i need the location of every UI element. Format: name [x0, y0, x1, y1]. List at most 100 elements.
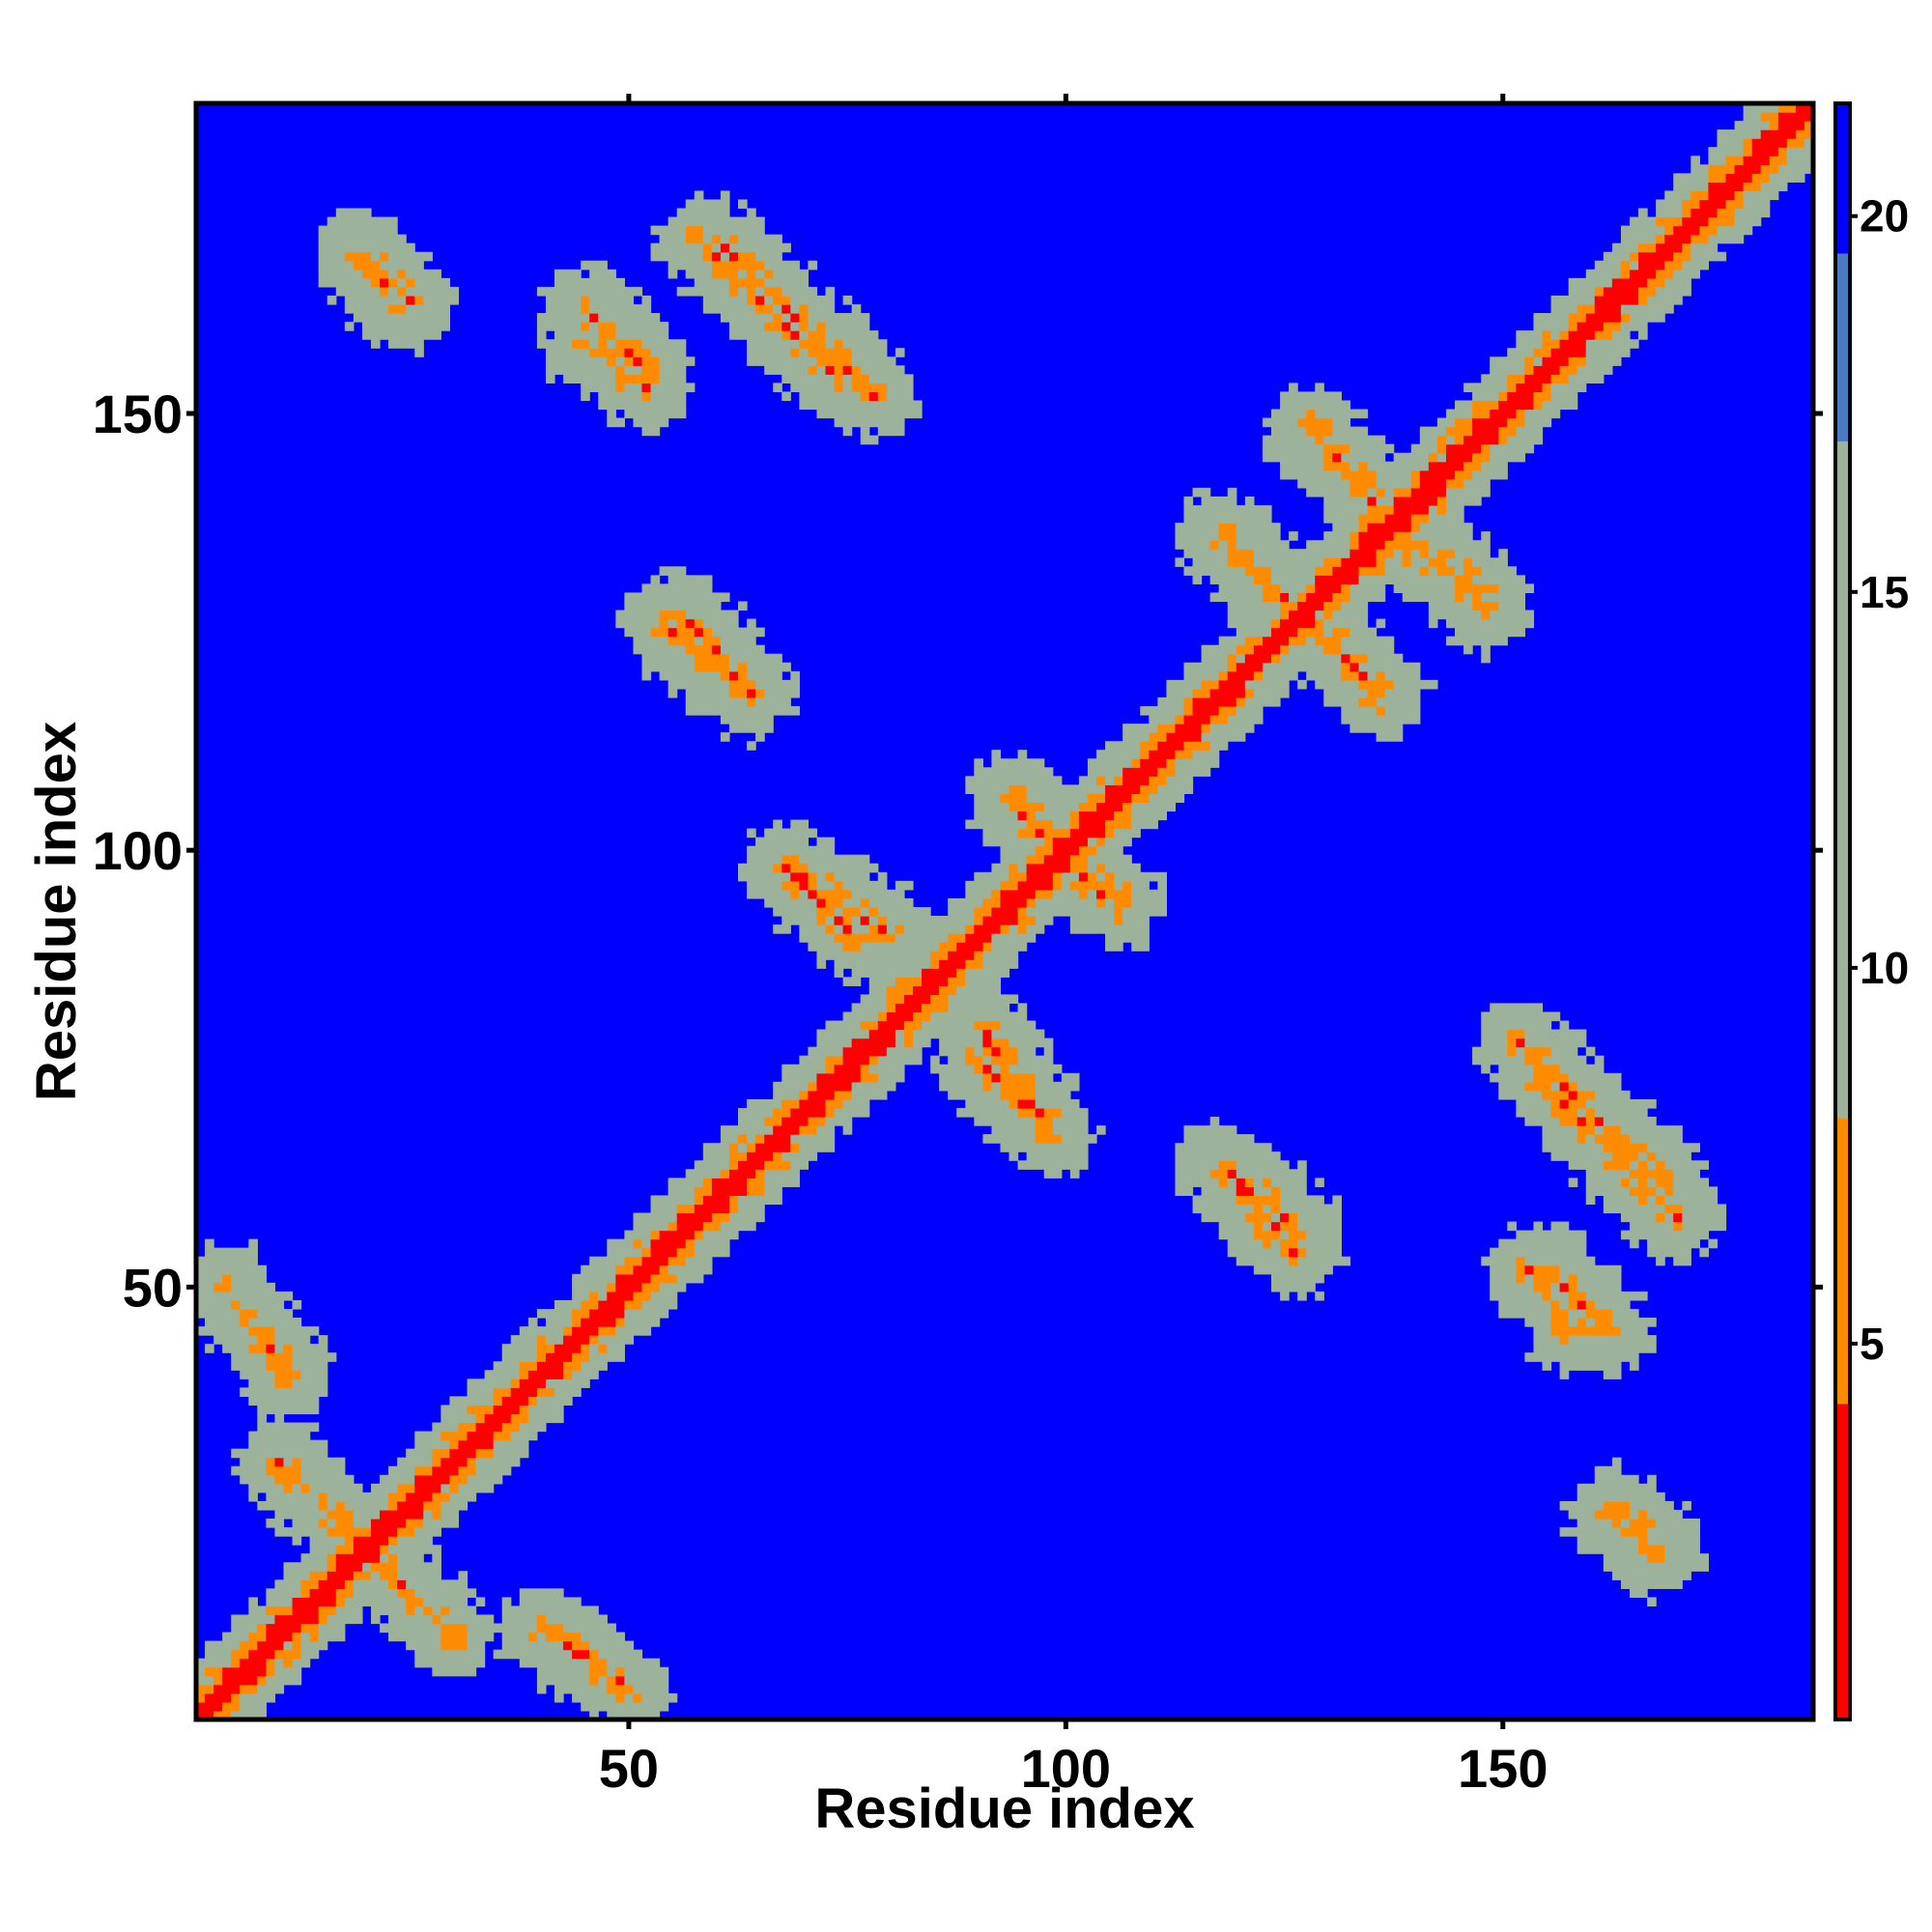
heatmap-cell [781, 1169, 791, 1179]
heatmap-cell [633, 1273, 643, 1284]
heatmap-cell [711, 303, 722, 314]
heatmap-cell [816, 942, 827, 952]
heatmap-cell [1481, 1055, 1491, 1065]
heatmap-cell [406, 1500, 415, 1511]
heatmap-cell [702, 575, 713, 584]
heatmap-cell [1227, 1125, 1237, 1135]
heatmap-cell [222, 1701, 232, 1712]
heatmap-cell [432, 1553, 441, 1563]
heatmap-cell [912, 1055, 923, 1065]
heatmap-cell [834, 1029, 844, 1039]
heatmap-cell [248, 1465, 258, 1476]
heatmap-cell [300, 1405, 311, 1415]
heatmap-cell [257, 1614, 267, 1625]
heatmap-cell [318, 277, 328, 288]
heatmap-cell [1244, 1238, 1255, 1249]
heatmap-cell [1410, 705, 1421, 716]
heatmap-cell [563, 1361, 573, 1371]
heatmap-cell [694, 1204, 704, 1214]
heatmap-cell [1297, 478, 1307, 489]
heatmap-cell [1393, 540, 1404, 550]
heatmap-cell [633, 356, 643, 366]
heatmap-cell [1315, 644, 1324, 655]
heatmap-cell [1052, 1064, 1063, 1074]
heatmap-cell [799, 383, 810, 393]
heatmap-cell [467, 1605, 477, 1616]
heatmap-cell [563, 356, 573, 366]
heatmap-cell [519, 1387, 529, 1397]
heatmap-cell [1472, 417, 1482, 428]
heatmap-cell [545, 1605, 555, 1616]
heatmap-cell [1140, 897, 1150, 908]
heatmap-cell [231, 1614, 241, 1625]
heatmap-cell [327, 1465, 337, 1476]
heatmap-cell [633, 1230, 643, 1240]
heatmap-cell [747, 854, 756, 865]
heatmap-cell [309, 1483, 320, 1493]
heatmap-cell [974, 1020, 983, 1031]
heatmap-cell [414, 1658, 424, 1668]
heatmap-cell [1043, 776, 1054, 785]
heatmap-cell [1323, 670, 1333, 681]
heatmap-cell [572, 269, 582, 279]
heatmap-cell [1445, 426, 1456, 437]
heatmap-cell [1306, 540, 1316, 550]
heatmap-cell [808, 1055, 818, 1065]
heatmap-cell [834, 933, 844, 943]
heatmap-cell [589, 1614, 599, 1625]
heatmap-cell [1419, 426, 1430, 437]
heatmap-cell [1332, 592, 1342, 603]
heatmap-cell [274, 1640, 285, 1651]
heatmap-cell [1280, 443, 1290, 454]
heatmap-cell [1253, 1169, 1264, 1179]
heatmap-cell [685, 688, 696, 698]
heatmap-cell [1201, 540, 1211, 550]
heatmap-cell [432, 1640, 441, 1651]
heatmap-cell [1253, 610, 1264, 620]
heatmap-cell [1069, 784, 1080, 795]
heatmap-cell [851, 356, 862, 366]
heatmap-cell [1078, 906, 1089, 917]
heatmap-cell [1201, 1143, 1211, 1152]
heatmap-cell [860, 409, 870, 419]
heatmap-cell [650, 1247, 661, 1258]
heatmap-cell [1096, 845, 1106, 856]
heatmap-cell [335, 225, 346, 236]
heatmap-cell [1341, 644, 1351, 655]
heatmap-cell [1410, 566, 1421, 576]
heatmap-cell [554, 313, 564, 323]
heatmap-cell [370, 339, 381, 349]
heatmap-cell [799, 269, 810, 279]
heatmap-cell [650, 242, 661, 253]
heatmap-cell [1384, 696, 1395, 707]
heatmap-cell [1183, 732, 1194, 742]
heatmap-cell [825, 339, 836, 349]
heatmap-cell [799, 889, 810, 899]
heatmap-cell [1244, 557, 1255, 567]
heatmap-cell [493, 1439, 503, 1450]
heatmap-cell [1175, 767, 1185, 777]
heatmap-cell [266, 1344, 276, 1353]
heatmap-cell [598, 1640, 608, 1651]
heatmap-cell [440, 277, 451, 288]
heatmap-cell [527, 1352, 538, 1362]
heatmap-cell [755, 1098, 765, 1109]
heatmap-cell [755, 260, 765, 270]
heatmap-cell [1358, 636, 1369, 646]
heatmap-cell [615, 1308, 625, 1319]
heatmap-cell [1262, 1230, 1272, 1240]
heatmap-cell [545, 313, 555, 323]
heatmap-cell [886, 409, 896, 419]
heatmap-cell [300, 1483, 311, 1493]
heatmap-cell [1183, 662, 1194, 672]
heatmap-cell [860, 951, 870, 960]
heatmap-cell [825, 942, 836, 952]
heatmap-cell [414, 322, 424, 331]
heatmap-cell [563, 1299, 573, 1310]
heatmap-cell [581, 1684, 590, 1694]
heatmap-cell [1114, 837, 1123, 847]
heatmap-cell [380, 1597, 389, 1607]
heatmap-cell [432, 1492, 441, 1502]
heatmap-cell [1017, 1143, 1028, 1152]
heatmap-cell [318, 1519, 328, 1528]
